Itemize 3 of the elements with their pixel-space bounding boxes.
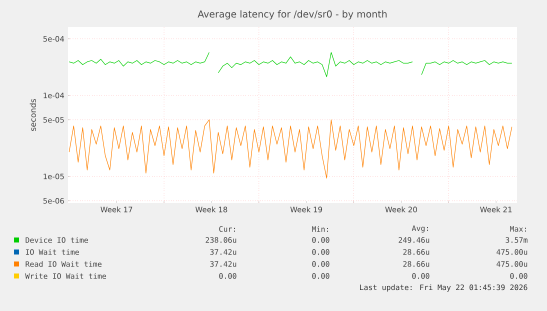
- chart-title: Average latency for /dev/sr0 - by month: [198, 10, 387, 20]
- y-axis-title: seconds: [30, 99, 36, 131]
- line-series: [68, 120, 512, 179]
